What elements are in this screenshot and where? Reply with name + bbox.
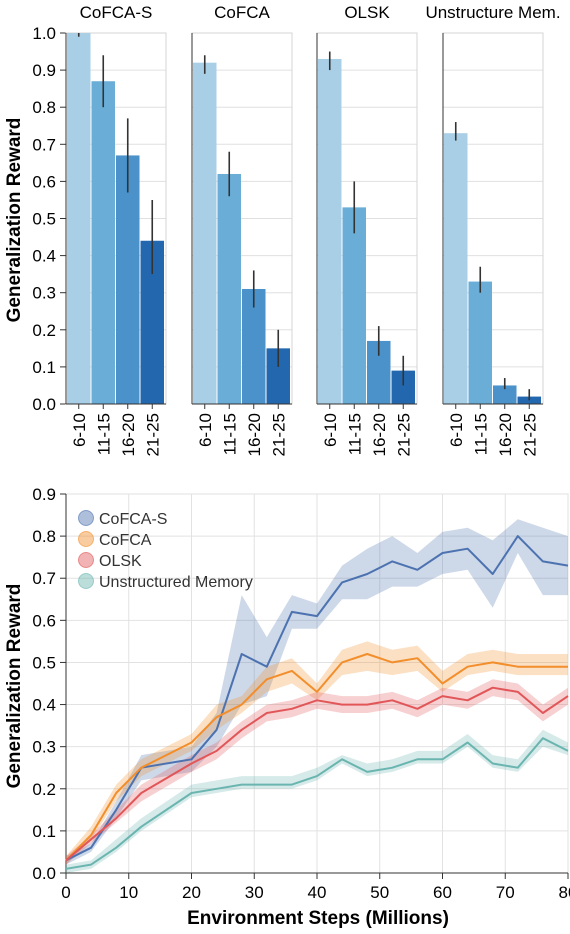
bar-xtick-label: 16-20	[119, 413, 138, 456]
bar-xtick-label: 21-25	[394, 413, 413, 456]
line-ytick-label: 0.8	[32, 527, 56, 546]
line-ytick-label: 0.9	[32, 485, 56, 504]
line-xtick-label: 10	[119, 883, 138, 902]
bar-ytick-label: 0.6	[32, 172, 56, 191]
bar-xtick-label: 6-10	[70, 413, 89, 447]
line-series-line	[65, 653, 568, 862]
line-ytick-label: 0.3	[32, 738, 56, 757]
bar	[217, 173, 241, 404]
bar-xtick-label: 11-15	[345, 413, 364, 455]
bar	[193, 62, 217, 405]
legend-marker	[78, 510, 94, 526]
legend-label: CoFCA	[99, 532, 152, 549]
line-xtick-label: 80	[559, 883, 570, 902]
bar-ytick-label: 0.2	[32, 321, 56, 340]
bar-chart-panels: 0.0 0.1 0.2 0.3 0.4 0.5 0.6 0.7 0.8 0.9 1.0 CoFCA-S…	[32, 3, 560, 456]
bar-xtick-label: 21-25	[269, 413, 288, 456]
bar-ytick-label: 0.5	[32, 210, 56, 229]
bar-panel-title: OLSK	[344, 3, 390, 22]
bar	[444, 133, 468, 405]
bar	[140, 240, 164, 404]
bar	[342, 207, 366, 404]
line-series-line	[65, 535, 569, 862]
bar-xtick-label: 11-15	[220, 413, 239, 455]
line-ytick-label: 0.0	[32, 864, 56, 883]
line-xtick-label: 40	[308, 883, 327, 902]
line-xtick-label: 20	[182, 883, 201, 902]
line-xtick-label: 70	[496, 883, 515, 902]
bar-xtick-label: 21-25	[520, 413, 539, 456]
line-series-line	[65, 686, 569, 862]
line-ytick-label: 0.5	[32, 653, 56, 672]
bar	[266, 348, 290, 404]
legend-marker	[78, 531, 94, 547]
line-ytick-label: 0.7	[32, 569, 56, 588]
bar-chart-ylabel: Generalization Reward	[4, 118, 25, 323]
bar-panel-title: CoFCA-S	[80, 3, 153, 22]
bar-ytick-label: 0.9	[32, 61, 56, 80]
line-ytick-label: 0.2	[32, 780, 56, 799]
line-chart: 0.0 0.1 0.2 0.3 0.4 0.5 0.6 0.7 0.8 0.9 0 10 20 30 40 5…	[32, 485, 570, 902]
legend-label: CoFCA-S	[99, 511, 167, 528]
bar-ytick-label: 0.3	[32, 284, 56, 303]
legend-marker	[78, 552, 94, 568]
legend-label: OLSK	[99, 553, 142, 570]
line-series-band	[66, 641, 568, 865]
bar-xtick-label: 16-20	[496, 413, 515, 456]
line-ytick-label: 0.6	[32, 611, 56, 630]
bar-xtick-label: 16-20	[245, 413, 264, 456]
bar-xtick-label: 11-15	[94, 413, 113, 455]
line-series-band	[66, 679, 568, 865]
bar-xtick-label: 16-20	[370, 413, 389, 456]
bar	[318, 58, 342, 404]
line-chart-ylabel: Generalization Reward	[4, 584, 25, 789]
legend-marker	[78, 573, 94, 589]
bar-ytick-label: 0.4	[32, 247, 56, 266]
line-xtick-label: 0	[61, 883, 70, 902]
bar-ytick-label: 0.0	[32, 395, 56, 414]
bar-ytick-label: 0.7	[32, 135, 56, 154]
bar	[116, 155, 140, 404]
bar-xtick-label: 6-10	[196, 413, 215, 447]
line-xtick-label: 50	[370, 883, 389, 902]
line-series-line	[65, 737, 569, 870]
bar-ytick-label: 1.0	[32, 24, 56, 43]
bar	[493, 385, 517, 404]
bar-panel-title: CoFCA	[214, 3, 270, 22]
bar	[67, 33, 91, 404]
line-chart-xlabel: Environment Steps (Millions)	[187, 908, 449, 929]
bar	[468, 281, 492, 404]
bar-xtick-label: 11-15	[471, 413, 490, 455]
line-ytick-label: 0.1	[32, 822, 56, 841]
bar	[91, 81, 115, 404]
bar-ytick-label: 0.8	[32, 98, 56, 117]
bar-panel-title: Unstructure Mem.	[425, 3, 560, 22]
bar-ytick-label: 0.1	[32, 358, 56, 377]
line-xtick-label: 30	[245, 883, 264, 902]
bar-xtick-label: 6-10	[447, 413, 466, 447]
legend-label: Unstructured Memory	[99, 574, 253, 591]
bar	[242, 288, 266, 404]
bar-xtick-label: 6-10	[321, 413, 340, 447]
line-ytick-label: 0.4	[32, 696, 56, 715]
bar	[367, 340, 391, 404]
line-xtick-label: 60	[433, 883, 452, 902]
bar-xtick-label: 21-25	[143, 413, 162, 456]
bar	[391, 370, 415, 404]
